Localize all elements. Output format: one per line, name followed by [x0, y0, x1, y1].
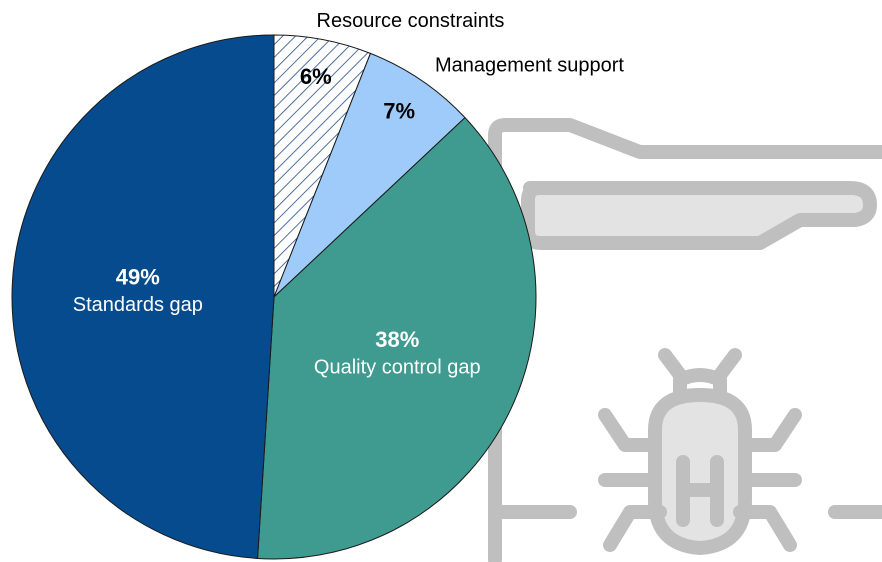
- background-decoration: [495, 125, 882, 560]
- category-label: Quality control gap: [314, 356, 481, 378]
- category-label: Standards gap: [73, 294, 203, 316]
- bug-icon: [605, 355, 795, 548]
- value-label: 49%: [116, 265, 160, 290]
- value-label: 7%: [383, 99, 415, 124]
- category-label: Resource constraints: [317, 10, 505, 32]
- chart: 6% Resource constraints 7% Management suppo…: [0, 0, 882, 562]
- value-label: 6%: [300, 64, 332, 89]
- category-label: Management support: [435, 55, 624, 77]
- value-label: 38%: [375, 327, 419, 352]
